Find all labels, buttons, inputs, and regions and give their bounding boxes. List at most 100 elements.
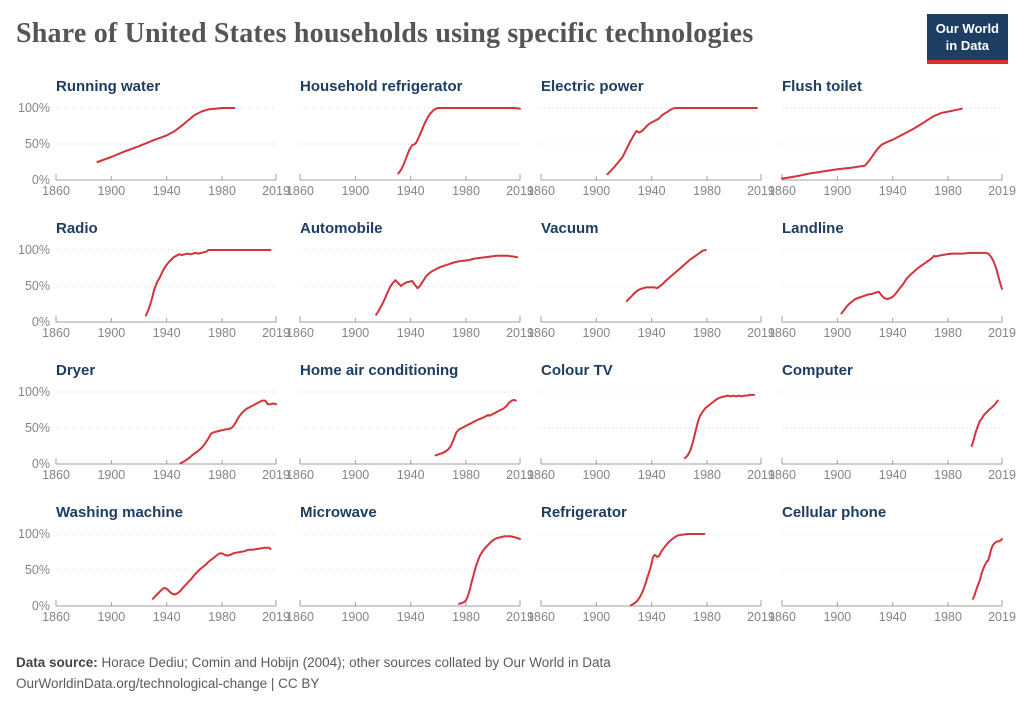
- x-tick-label: 2019: [988, 184, 1016, 198]
- panel-title-electric-power: Electric power: [541, 77, 644, 95]
- y-tick-label: 50%: [25, 137, 50, 151]
- x-tick-label: 2019: [988, 326, 1016, 340]
- x-tick-label: 1860: [42, 184, 70, 198]
- chart-panel-running-water: Running water 1860 1900 1940 1980 2019 100% 50%…: [16, 78, 290, 198]
- y-tick-label: 100%: [18, 527, 50, 541]
- chart-panel-cellular-phone: Cellular phone 1860 1900 1940 1980 2019: [768, 504, 1016, 624]
- panel-title-vacuum: Vacuum: [541, 219, 599, 237]
- x-tick-label: 1860: [286, 326, 314, 340]
- y-tick-label: 50%: [25, 279, 50, 293]
- x-tick-label: 1900: [97, 610, 125, 624]
- x-tick-label: 1980: [934, 468, 962, 482]
- x-tick-label: 1980: [934, 610, 962, 624]
- panel-title-automobile: Automobile: [300, 219, 383, 237]
- x-tick-label: 1900: [582, 184, 610, 198]
- data-line-colour-tv: [683, 393, 756, 459]
- x-tick-label: 1940: [638, 610, 666, 624]
- data-line-running-water: [96, 106, 236, 163]
- line-chart-computer: 1860 1900 1940 1980 2019: [768, 391, 1016, 482]
- x-tick-label: 1980: [934, 184, 962, 198]
- chart-panel-microwave: Microwave 1860 1900 1940 1980 2019: [286, 504, 534, 624]
- x-tick-label: 1900: [823, 184, 851, 198]
- data-line-flush-toilet: [781, 107, 963, 180]
- x-tick-label: 1940: [397, 184, 425, 198]
- x-tick-label: 2019: [747, 468, 775, 482]
- x-tick-label: 1980: [208, 184, 236, 198]
- data-line-microwave: [458, 534, 521, 605]
- chart-panel-refrigerator: Refrigerator 1860 1900 1940 1980 2019: [527, 503, 775, 624]
- chart-footer: Data source: Horace Dediu; Comin and Hob…: [16, 652, 1008, 695]
- x-tick-label: 2019: [747, 610, 775, 624]
- x-tick-label: 1980: [208, 610, 236, 624]
- y-tick-label: 0%: [32, 599, 50, 613]
- line-chart-home-air-conditioning: 1860 1900 1940 1980 2019: [286, 391, 534, 482]
- data-line-vacuum: [625, 248, 707, 302]
- x-tick-label: 1940: [879, 184, 907, 198]
- y-tick-label: 100%: [18, 385, 50, 399]
- data-line-landline: [840, 251, 1003, 315]
- x-tick-label: 1860: [42, 468, 70, 482]
- small-multiples-grid: Running water 1860 1900 1940 1980 2019 100% 50%…: [16, 77, 1016, 624]
- data-line-home-air-conditioning: [434, 398, 517, 457]
- y-tick-label: 0%: [32, 315, 50, 329]
- x-tick-label: 1900: [823, 610, 851, 624]
- y-tick-label: 100%: [18, 243, 50, 257]
- chart-panel-dryer: Dryer 1860 1900 1940 1980 2019 100% 50% 0%: [16, 361, 290, 482]
- data-line-washing-machine: [151, 546, 272, 600]
- data-line-electric-power: [606, 106, 758, 175]
- y-tick-label: 0%: [32, 173, 50, 187]
- data-line-cellular-phone: [971, 537, 1003, 600]
- panel-title-radio: Radio: [56, 219, 98, 237]
- x-tick-label: 1980: [452, 468, 480, 482]
- panel-title-refrigerator: Refrigerator: [541, 503, 627, 521]
- x-tick-label: 1940: [638, 326, 666, 340]
- x-tick-label: 1980: [934, 326, 962, 340]
- data-line-dryer: [179, 399, 277, 465]
- x-tick-label: 1900: [823, 326, 851, 340]
- panel-title-washing-machine: Washing machine: [56, 503, 183, 521]
- x-tick-label: 1940: [153, 184, 181, 198]
- x-tick-label: 1860: [768, 184, 796, 198]
- y-tick-label: 50%: [25, 563, 50, 577]
- x-tick-label: 1900: [97, 468, 125, 482]
- x-tick-label: 1940: [879, 610, 907, 624]
- x-tick-label: 2019: [747, 184, 775, 198]
- line-chart-automobile: 1860 1900 1940 1980 2019: [286, 249, 534, 340]
- x-tick-label: 1940: [153, 610, 181, 624]
- x-tick-label: 1900: [341, 326, 369, 340]
- x-tick-label: 2019: [262, 610, 290, 624]
- x-tick-label: 2019: [506, 326, 534, 340]
- line-chart-flush-toilet: 1860 1900 1940 1980 2019: [768, 107, 1016, 198]
- x-tick-label: 2019: [506, 610, 534, 624]
- x-tick-label: 1900: [582, 468, 610, 482]
- x-tick-label: 1860: [286, 184, 314, 198]
- y-tick-label: 50%: [25, 421, 50, 435]
- panel-title-home-air-conditioning: Home air conditioning: [300, 361, 459, 379]
- x-tick-label: 1980: [208, 326, 236, 340]
- x-tick-label: 2019: [506, 184, 534, 198]
- data-source-line: Data source: Horace Dediu; Comin and Hob…: [16, 652, 1008, 674]
- x-tick-label: 1860: [527, 610, 555, 624]
- x-tick-label: 1860: [286, 610, 314, 624]
- x-tick-label: 1980: [693, 184, 721, 198]
- panel-title-flush-toilet: Flush toilet: [782, 77, 862, 95]
- x-tick-label: 1860: [42, 326, 70, 340]
- owid-logo[interactable]: Our World in Data: [926, 14, 1008, 64]
- chart-panel-colour-tv: Colour TV 1860 1900 1940 1980 2019: [527, 362, 775, 482]
- line-chart-washing-machine: 1860 1900 1940 1980 2019 100% 50% 0%: [18, 527, 290, 624]
- data-source-label: Data source:: [16, 654, 98, 670]
- x-tick-label: 1980: [452, 610, 480, 624]
- panel-title-dryer: Dryer: [56, 361, 96, 379]
- x-tick-label: 1900: [341, 610, 369, 624]
- data-line-refrigerator: [629, 532, 706, 607]
- chart-panel-washing-machine: Washing machine 1860 1900 1940 1980 2019 100% 5…: [16, 503, 290, 624]
- x-tick-label: 1900: [582, 326, 610, 340]
- page-title: Share of United States households using …: [16, 18, 754, 49]
- x-tick-label: 1900: [582, 610, 610, 624]
- line-chart-electric-power: 1860 1900 1940 1980 2019: [527, 106, 775, 198]
- x-tick-label: 1900: [97, 184, 125, 198]
- x-tick-label: 2019: [262, 184, 290, 198]
- chart-panel-household-refrigerator: Household refrigerator 1860 1900 1940 1980 20…: [286, 78, 534, 198]
- data-line-radio: [144, 248, 272, 317]
- chart-panel-computer: Computer 1860 1900 1940 1980 2019: [768, 362, 1016, 482]
